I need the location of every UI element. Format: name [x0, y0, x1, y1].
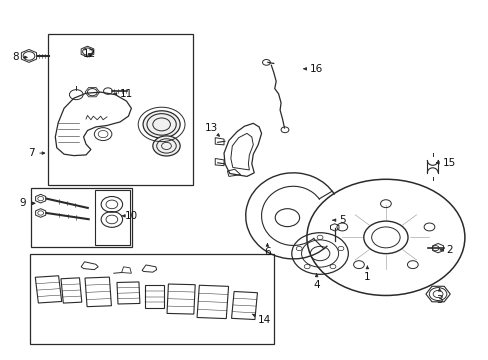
Text: 6: 6	[264, 244, 270, 257]
Text: 16: 16	[304, 64, 323, 74]
Text: 11: 11	[114, 89, 133, 99]
Text: 1: 1	[364, 266, 370, 282]
Text: 12: 12	[82, 49, 96, 59]
Text: 10: 10	[122, 211, 138, 221]
Text: 2: 2	[440, 245, 452, 255]
Circle shape	[143, 111, 180, 138]
Text: 9: 9	[20, 198, 35, 208]
Circle shape	[153, 136, 180, 156]
Text: 14: 14	[252, 314, 270, 325]
Text: 15: 15	[436, 158, 455, 168]
Text: 7: 7	[27, 148, 44, 158]
Text: 5: 5	[332, 215, 345, 225]
Text: 4: 4	[313, 274, 319, 290]
Text: 8: 8	[12, 52, 27, 62]
Text: 3: 3	[435, 289, 442, 305]
Text: 13: 13	[204, 123, 219, 136]
